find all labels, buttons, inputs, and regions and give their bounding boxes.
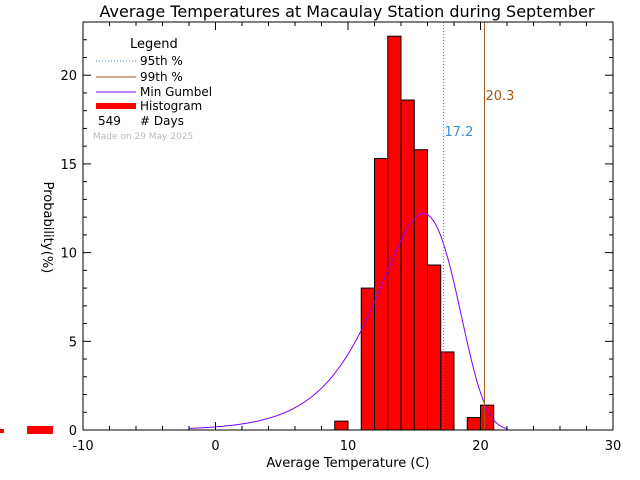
y-tick-label: 5 xyxy=(69,335,77,350)
x-tick-label: -10 xyxy=(72,439,93,454)
y-tick-label: 15 xyxy=(60,158,77,173)
y-tick-label: 0 xyxy=(69,424,77,439)
histogram-bar xyxy=(334,420,349,431)
histogram-bar xyxy=(387,35,402,431)
x-tick-label: 10 xyxy=(340,439,357,454)
made-on-stamp: Made on 29 May 2025 xyxy=(93,132,193,142)
legend-p95-label: 95th % xyxy=(140,54,183,68)
x-tick-label: 20 xyxy=(472,439,489,454)
chart-title: Average Temperatures at Macaulay Station… xyxy=(100,2,595,21)
edge-mark-bar xyxy=(27,426,53,434)
legend-days-value: 549 xyxy=(98,114,121,128)
edge-mark-left xyxy=(0,429,4,433)
histogram-bar xyxy=(374,158,389,431)
legend-histogram-label: Histogram xyxy=(140,99,202,113)
p99-label: 20.3 xyxy=(485,89,514,104)
y-tick-label: 20 xyxy=(60,69,77,84)
y-axis-label-line1: Probability xyxy=(40,182,55,251)
y-tick-label: 10 xyxy=(60,247,77,262)
legend-days-label: # Days xyxy=(140,114,184,128)
histogram-bars xyxy=(334,35,495,431)
legend-title: Legend xyxy=(130,37,178,52)
legend: Legend 95th % 99th % Min Gumbel Histogra… xyxy=(96,37,212,128)
x-tick-label: 0 xyxy=(211,439,219,454)
gumbel-curve xyxy=(188,213,508,430)
legend-p99-label: 99th % xyxy=(140,70,183,84)
histogram-bar xyxy=(413,149,428,431)
histogram-bar xyxy=(400,99,415,431)
histogram-bar xyxy=(440,351,455,431)
histogram-bar xyxy=(427,264,442,431)
y-ticks: 0 5 10 15 20 xyxy=(60,21,613,439)
legend-gumbel-label: Min Gumbel xyxy=(140,85,212,99)
histogram-bar xyxy=(360,287,375,431)
x-tick-label: 30 xyxy=(605,439,622,454)
x-ticks: -10 0 10 20 30 xyxy=(72,22,621,454)
histogram-bar xyxy=(466,417,481,431)
x-axis-label: Average Temperature (C) xyxy=(266,456,429,471)
p95-label: 17.2 xyxy=(444,125,473,140)
y-axis-label-line2: (%) xyxy=(39,251,54,274)
